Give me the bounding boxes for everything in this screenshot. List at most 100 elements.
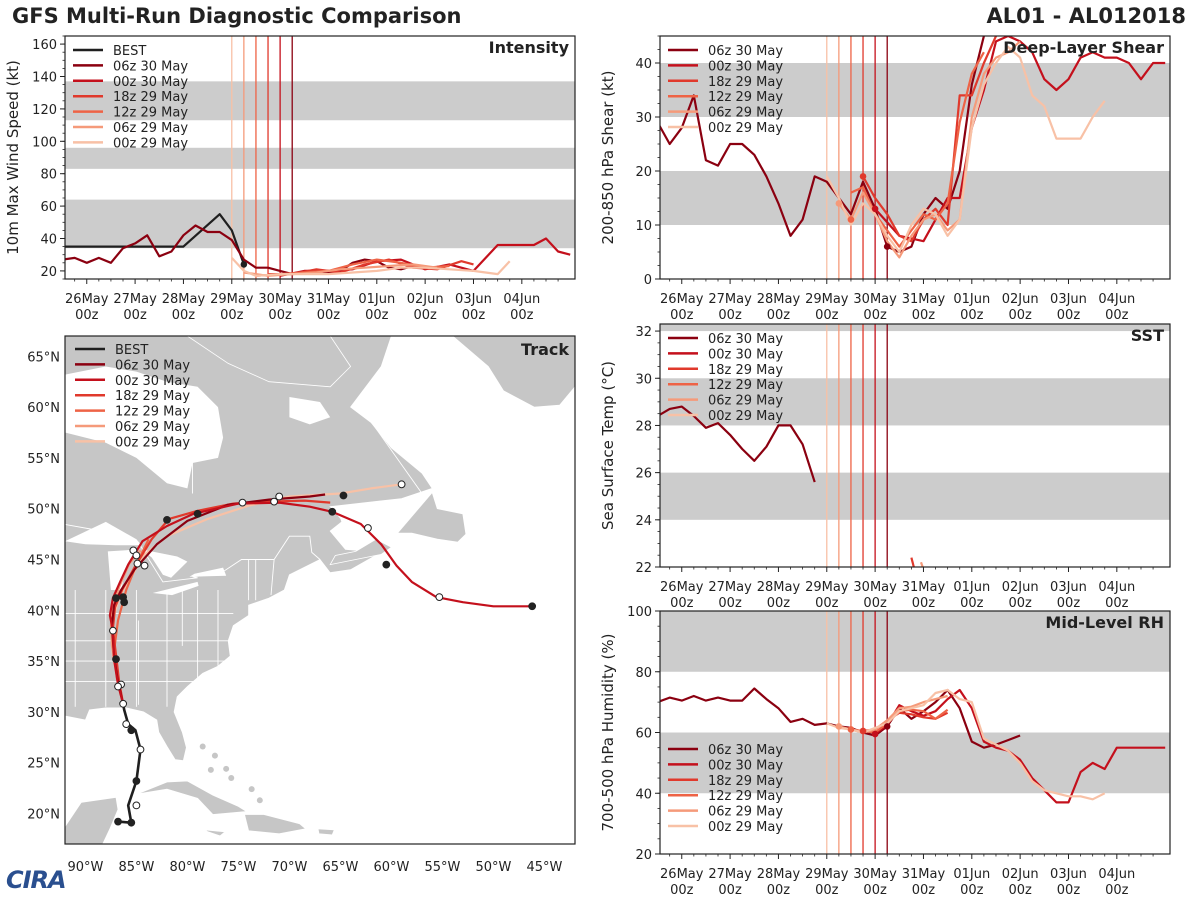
y-tick-label: 20 — [40, 265, 57, 280]
great-lake — [189, 567, 227, 577]
track-point — [140, 561, 149, 570]
track-point — [109, 626, 117, 635]
y-tick-label: 22 — [635, 561, 652, 576]
x-tick-label: 00z — [670, 883, 694, 898]
panel-title: Intensity — [489, 38, 570, 57]
legend-label: BEST — [115, 343, 148, 358]
track-point — [132, 801, 141, 810]
lon-tick-label: 50°W — [475, 860, 511, 875]
track-point — [328, 507, 337, 516]
track-point — [397, 480, 406, 489]
lon-tick-label: 85°W — [118, 860, 154, 875]
y-tick-label: 20 — [635, 848, 652, 863]
y-tick-label: 120 — [32, 103, 57, 118]
x-tick-label: 31May — [902, 292, 946, 307]
init-marker — [883, 243, 891, 250]
shaded-band — [660, 472, 1170, 520]
lon-tick-label: 90°W — [67, 860, 103, 875]
series-line — [838, 694, 948, 734]
y-tick-label: 32 — [635, 325, 652, 340]
legend-label: 00z 30 May — [708, 59, 783, 74]
y-tick-label: 60 — [40, 200, 57, 215]
land-cuba — [136, 780, 248, 815]
legend-label: 06z 30 May — [708, 44, 783, 59]
init-marker — [859, 173, 867, 180]
track-line — [108, 501, 533, 705]
track-point — [238, 498, 247, 507]
legend-label: 12z 29 May — [708, 90, 783, 105]
shaded-band — [660, 611, 1170, 672]
series-line — [910, 557, 915, 567]
x-tick-label: 26May — [660, 580, 704, 595]
x-tick-label: 31May — [902, 580, 946, 595]
lat-tick-label: 30°N — [27, 706, 60, 721]
x-tick-label: 04Jun — [1098, 580, 1135, 595]
track-point — [435, 593, 444, 602]
x-tick-label: 00z — [863, 883, 887, 898]
series-line — [825, 45, 1106, 254]
legend-label: 12z 29 May — [708, 789, 783, 804]
legend-label: 00z 29 May — [113, 136, 188, 151]
init-marker — [835, 723, 843, 730]
legend-label: 00z 30 May — [113, 75, 188, 90]
x-tick-label: 03Jun — [1050, 867, 1087, 882]
plot-area-intensity — [65, 36, 575, 279]
map-area — [65, 336, 575, 844]
track-point — [133, 559, 142, 568]
init-marker — [883, 723, 891, 730]
x-tick-label: 01Jun — [358, 292, 395, 307]
y-tick-label: 100 — [627, 605, 652, 620]
track-point — [275, 492, 284, 501]
lon-tick-label: 70°W — [271, 860, 307, 875]
x-tick-label: 30May — [853, 292, 897, 307]
track-point — [127, 726, 136, 735]
track-point — [132, 551, 141, 560]
x-tick-label: 04Jun — [1098, 867, 1135, 882]
x-tick-label: 00z — [1057, 596, 1081, 611]
x-tick-label: 00z — [1008, 308, 1032, 323]
shaded-band — [660, 171, 1170, 225]
x-tick-label: 00z — [1008, 596, 1032, 611]
init-marker — [871, 205, 879, 213]
track-point — [132, 777, 141, 785]
x-tick-label: 26May — [660, 867, 704, 882]
lat-tick-label: 60°N — [27, 401, 60, 416]
series-line — [65, 213, 245, 265]
x-tick-label: 00z — [123, 308, 147, 323]
legend-label: 00z 29 May — [708, 121, 783, 136]
y-tick-label: 24 — [635, 514, 652, 529]
init-marker — [847, 216, 855, 223]
x-tick-label: 00z — [172, 308, 196, 323]
lat-tick-label: 35°N — [27, 655, 60, 670]
legend-label: 06z 30 May — [708, 332, 783, 347]
x-tick-label: 31May — [307, 292, 351, 307]
x-tick-label: 00z — [863, 308, 887, 323]
track-point — [364, 524, 372, 532]
lon-tick-label: 75°W — [220, 860, 256, 875]
land-bahamas — [248, 786, 255, 793]
track-point — [382, 560, 391, 569]
x-tick-label: 29May — [805, 292, 849, 307]
x-tick-label: 00z — [863, 596, 887, 611]
x-tick-label: 28May — [162, 292, 206, 307]
y-axis-label: Sea Surface Temp (°C) — [599, 361, 617, 530]
axes-frame — [659, 323, 1171, 568]
y-tick-label: 30 — [635, 372, 652, 387]
y-tick-label: 160 — [32, 38, 57, 53]
shaded-band — [65, 199, 575, 249]
shaded-band — [65, 147, 575, 169]
x-tick-label: 26May — [65, 292, 109, 307]
x-tick-label: 00z — [960, 883, 984, 898]
y-tick-label: 80 — [40, 168, 57, 183]
series-line — [874, 36, 1166, 243]
x-tick-label: 02Jun — [407, 292, 444, 307]
x-tick-label: 00z — [815, 883, 839, 898]
lat-tick-label: 20°N — [27, 808, 60, 823]
x-tick-label: 30May — [258, 292, 302, 307]
plot-area-sst — [660, 324, 1170, 567]
track-point — [120, 598, 129, 607]
x-tick-label: 00z — [510, 308, 534, 323]
series-line — [838, 40, 1021, 259]
